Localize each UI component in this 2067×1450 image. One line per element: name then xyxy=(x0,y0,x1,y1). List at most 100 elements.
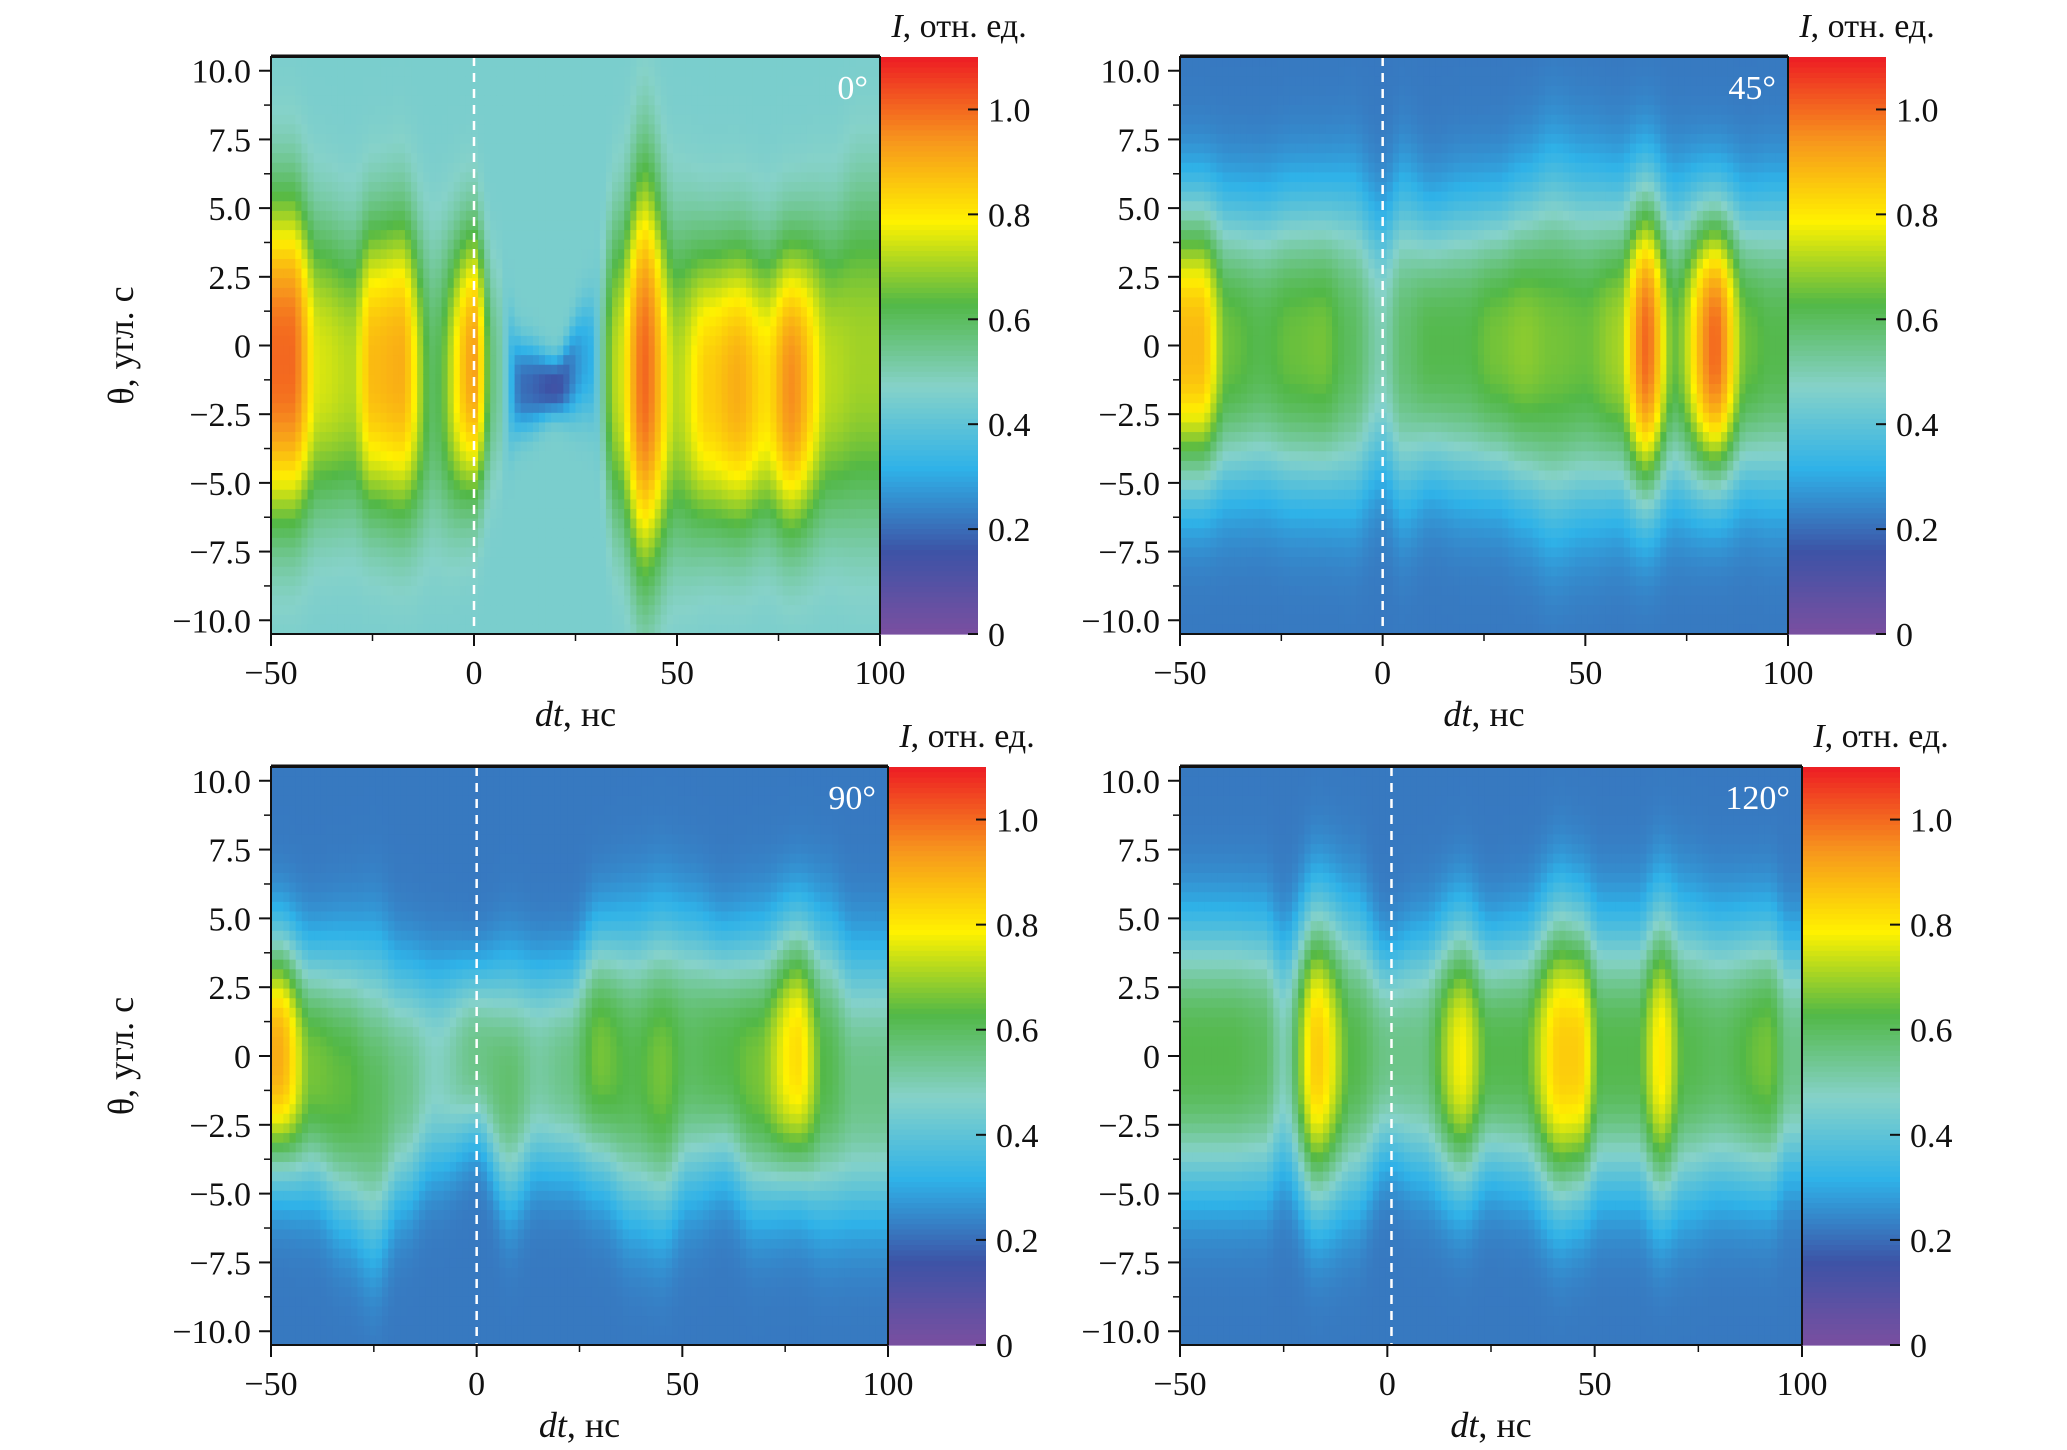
heatmap-cell xyxy=(356,528,363,539)
heatmap-cell xyxy=(746,114,753,125)
heatmap-cell xyxy=(325,172,333,183)
heatmap-cell xyxy=(691,614,698,625)
heatmap-cell xyxy=(557,528,564,539)
heatmap-cell xyxy=(356,335,363,347)
heatmap-cell xyxy=(545,470,552,481)
heatmap-cell xyxy=(350,210,357,222)
heatmap-cell xyxy=(362,230,370,241)
heatmap-cell xyxy=(739,66,747,77)
heatmap-cell xyxy=(654,57,662,68)
heatmap-cell xyxy=(538,201,546,212)
heatmap-cell xyxy=(508,528,516,539)
heatmap-cell xyxy=(679,143,686,154)
heatmap-cell xyxy=(283,278,290,289)
heatmap-cell xyxy=(764,326,771,337)
heatmap-cell xyxy=(532,133,540,145)
heatmap-cell xyxy=(289,595,296,606)
heatmap-cell xyxy=(435,624,443,635)
heatmap-cell xyxy=(691,547,698,558)
heatmap-cell xyxy=(423,374,430,385)
heatmap-cell xyxy=(691,220,698,231)
heatmap-cell xyxy=(447,335,455,347)
heatmap-cell xyxy=(429,210,437,222)
heatmap-cell xyxy=(746,153,753,164)
heatmap-cell xyxy=(746,85,753,97)
heatmap-cell xyxy=(337,297,345,308)
heatmap-cell xyxy=(660,230,668,241)
heatmap-cell xyxy=(331,85,339,97)
heatmap-cell xyxy=(575,230,583,241)
heatmap-cell xyxy=(764,412,771,424)
heatmap-cell xyxy=(545,143,552,154)
heatmap-cell xyxy=(703,537,711,549)
heatmap-cell xyxy=(319,162,327,173)
heatmap-cell xyxy=(752,499,759,510)
heatmap-cell xyxy=(703,489,711,500)
heatmap-cell xyxy=(752,307,759,318)
heatmap-cell xyxy=(490,614,497,625)
heatmap-cell xyxy=(484,210,491,222)
heatmap-cell xyxy=(453,364,461,375)
heatmap-cell xyxy=(648,95,656,106)
heatmap-cell xyxy=(471,374,479,385)
heatmap-cell xyxy=(727,201,735,212)
heatmap-cell xyxy=(277,460,284,472)
heatmap-cell xyxy=(453,605,461,616)
heatmap-cell xyxy=(618,470,625,481)
heatmap-cell xyxy=(727,499,735,510)
heatmap-cell xyxy=(770,547,778,558)
heatmap-cell xyxy=(301,114,309,125)
heatmap-cell xyxy=(636,258,644,270)
heatmap-cell xyxy=(496,412,504,424)
heatmap-cell xyxy=(435,268,443,279)
heatmap-cell xyxy=(727,66,735,77)
heatmap-cell xyxy=(563,85,571,97)
heatmap-cell xyxy=(331,191,339,202)
heatmap-cell xyxy=(508,278,516,289)
heatmap-cell xyxy=(758,614,765,625)
heatmap-cell xyxy=(563,393,571,404)
heatmap-cell xyxy=(423,230,430,241)
heatmap-cell xyxy=(538,114,546,125)
heatmap-cell xyxy=(502,316,510,327)
heatmap-cell xyxy=(465,403,473,414)
heatmap-cell xyxy=(715,316,723,327)
heatmap-cell xyxy=(575,85,583,97)
heatmap-cell xyxy=(484,105,491,116)
heatmap-cell xyxy=(599,432,607,443)
heatmap-cell xyxy=(380,258,388,270)
heatmap-cell xyxy=(404,585,412,597)
heatmap-cell xyxy=(417,172,424,183)
heatmap-cell xyxy=(709,566,717,577)
heatmap-cell xyxy=(459,220,467,231)
heatmap-cell xyxy=(605,57,613,68)
heatmap-cell xyxy=(459,345,467,356)
heatmap-cell xyxy=(374,614,382,625)
heatmap-cell xyxy=(471,566,479,577)
heatmap-cell xyxy=(380,230,388,241)
heatmap-cell xyxy=(721,114,729,125)
heatmap-cell xyxy=(545,537,552,549)
heatmap-cell xyxy=(496,489,504,500)
heatmap-cell xyxy=(459,470,467,481)
heatmap-cell xyxy=(271,614,278,625)
heatmap-cell xyxy=(624,278,631,289)
heatmap-cell xyxy=(283,57,290,68)
heatmap-cell xyxy=(325,114,333,125)
heatmap-cell xyxy=(758,230,765,241)
heatmap-cell xyxy=(557,201,564,212)
heatmap-cell xyxy=(733,595,741,606)
heatmap-cell xyxy=(733,624,741,635)
heatmap-cell xyxy=(380,432,388,443)
heatmap-cell xyxy=(679,518,686,529)
heatmap-cell xyxy=(709,528,717,539)
heatmap-cell xyxy=(587,624,595,635)
heatmap-cell xyxy=(727,383,735,395)
heatmap-cell xyxy=(526,258,534,270)
heatmap-cell xyxy=(569,489,577,500)
heatmap-cell xyxy=(672,307,680,318)
heatmap-cell xyxy=(423,432,430,443)
heatmap-cell xyxy=(569,220,577,231)
heatmap-cell xyxy=(520,133,528,145)
heatmap-cell xyxy=(752,95,759,106)
